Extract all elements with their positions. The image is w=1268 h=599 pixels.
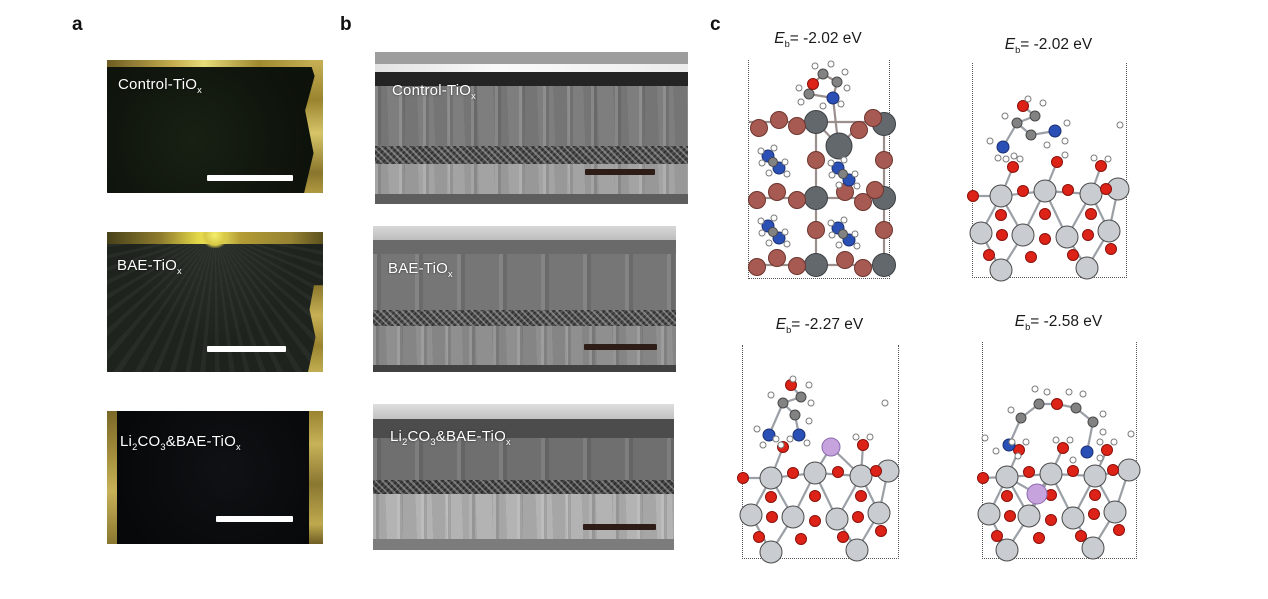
sem-label: BAE-TiOx <box>388 260 453 279</box>
sem-bae-tiox: BAE-TiOx <box>373 226 676 372</box>
sem-layer-dark-gap <box>375 72 688 86</box>
sem-layer-interface <box>373 480 674 494</box>
gold-blotch <box>202 232 229 248</box>
sem-li2co3-bae-tiox: Li2CO3&BAE-TiOx <box>373 404 674 550</box>
molecule-perovskite-bae <box>748 60 896 277</box>
sem-control-tiox: Control-TiOx <box>375 52 688 204</box>
sem-layer-haze <box>375 52 688 64</box>
sem-layer-perovskite <box>375 86 688 146</box>
sem-layer-base <box>375 194 688 204</box>
scale-bar <box>584 344 657 350</box>
sem-layer-dark-band <box>373 419 674 438</box>
molecule-li-tiox-bae-extended <box>977 385 1141 562</box>
sem-layer-haze <box>373 404 674 419</box>
panel-a-label: a <box>72 14 83 35</box>
film-surface <box>107 411 323 544</box>
binding-energy-caption-3: Eb= -2.27 eV <box>775 316 864 336</box>
photo-label: Li2CO3&BAE-TiOx <box>120 433 241 452</box>
sem-layer-base <box>373 365 676 372</box>
gold-contact-left <box>107 411 117 544</box>
dft-model-tiox-bae <box>967 63 1130 282</box>
molecule-tiox-bae <box>967 95 1130 282</box>
dft-model-perovskite-bae <box>748 60 896 279</box>
photo-label: Control-TiOx <box>118 76 203 95</box>
photo-li2co3-bae-tiox: Li2CO3&BAE-TiOx <box>107 411 323 544</box>
sem-label: Li2CO3&BAE-TiOx <box>390 428 511 447</box>
dft-model-li-tiox-bae-extended <box>977 342 1141 562</box>
sem-label: Control-TiOx <box>392 82 477 101</box>
dft-model-li-tiox-bae <box>737 345 900 564</box>
binding-energy-caption-1: Eb= -2.02 eV <box>774 30 862 50</box>
scale-bar <box>583 524 656 530</box>
scale-bar <box>585 169 655 175</box>
panel-b-label: b <box>340 14 352 35</box>
sem-layer-base <box>373 539 674 550</box>
sem-layer-substrate <box>373 494 674 539</box>
photo-bae-tiox: BAE-TiOx <box>107 232 323 372</box>
photo-label: BAE-TiOx <box>117 257 182 276</box>
sem-layer-interface <box>373 310 676 326</box>
panel-c-label: c <box>710 14 721 35</box>
sem-layer-bright-line <box>375 64 688 72</box>
gold-contact-top <box>107 60 323 67</box>
binding-energy-caption-2: Eb= -2.02 eV <box>1004 36 1093 56</box>
molecule-li-tiox-bae <box>737 375 900 564</box>
sem-layer-perovskite <box>373 254 676 310</box>
scale-bar <box>216 516 293 522</box>
sem-layer-smooth <box>373 240 676 254</box>
sem-layer-perovskite <box>373 438 674 480</box>
gold-contact-right <box>309 411 323 544</box>
binding-energy-caption-4: Eb= -2.58 eV <box>1014 313 1103 333</box>
scale-bar <box>207 175 293 181</box>
film-surface <box>107 60 323 193</box>
sem-layer-interface <box>375 146 688 164</box>
photo-control-tiox: Control-TiOx <box>107 60 323 193</box>
sem-layer-haze <box>373 226 676 240</box>
scale-bar <box>207 346 286 352</box>
